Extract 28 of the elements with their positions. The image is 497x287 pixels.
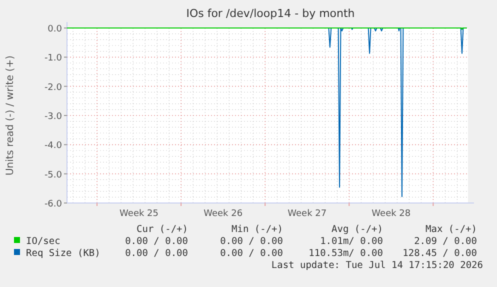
text: 0.00 / 0.00	[220, 236, 284, 247]
text: Min (-/+)	[232, 224, 283, 235]
x-tick-label: Week 25	[120, 209, 159, 219]
text: 2.09 / 0.00	[414, 236, 478, 247]
y-tick-label: -6.0	[44, 200, 62, 210]
y-tick-label: -2.0	[44, 82, 62, 93]
y-tick-label: -3.0	[44, 112, 62, 122]
x-tick-label: Week 26	[204, 209, 243, 219]
legend-label: Req Size (KB)	[26, 248, 100, 259]
text: 0.00 / 0.00	[125, 236, 188, 247]
y-tick-label: 0.0	[48, 24, 62, 34]
chart-title: IOs for /dev/loop14 - by month	[186, 7, 355, 20]
text: 0.00 / 0.00	[125, 248, 188, 259]
text: Last update: Tue Jul 14 17:15:20 2026	[271, 260, 484, 271]
text: Avg (-/+)	[332, 224, 383, 235]
y-tick-label: -4.0	[44, 141, 62, 152]
text: Cur (-/+)	[136, 224, 188, 235]
x-tick-label: Week 28	[372, 209, 411, 219]
text: 0.00 / 0.00	[220, 248, 284, 259]
y-axis-title: Units read (-) / write (+)	[5, 55, 16, 176]
legend-label: IO/sec	[26, 236, 60, 247]
text: 128.45 / 0.00	[402, 248, 478, 259]
text: 110.53m/ 0.00	[308, 248, 384, 259]
text: 1.01m/ 0.00	[320, 236, 384, 247]
y-tick-label: -1.0	[44, 54, 62, 64]
text: Max (-/+)	[426, 224, 477, 235]
x-tick-label: Week 27	[288, 209, 327, 219]
y-tick-label: -5.0	[44, 170, 62, 180]
